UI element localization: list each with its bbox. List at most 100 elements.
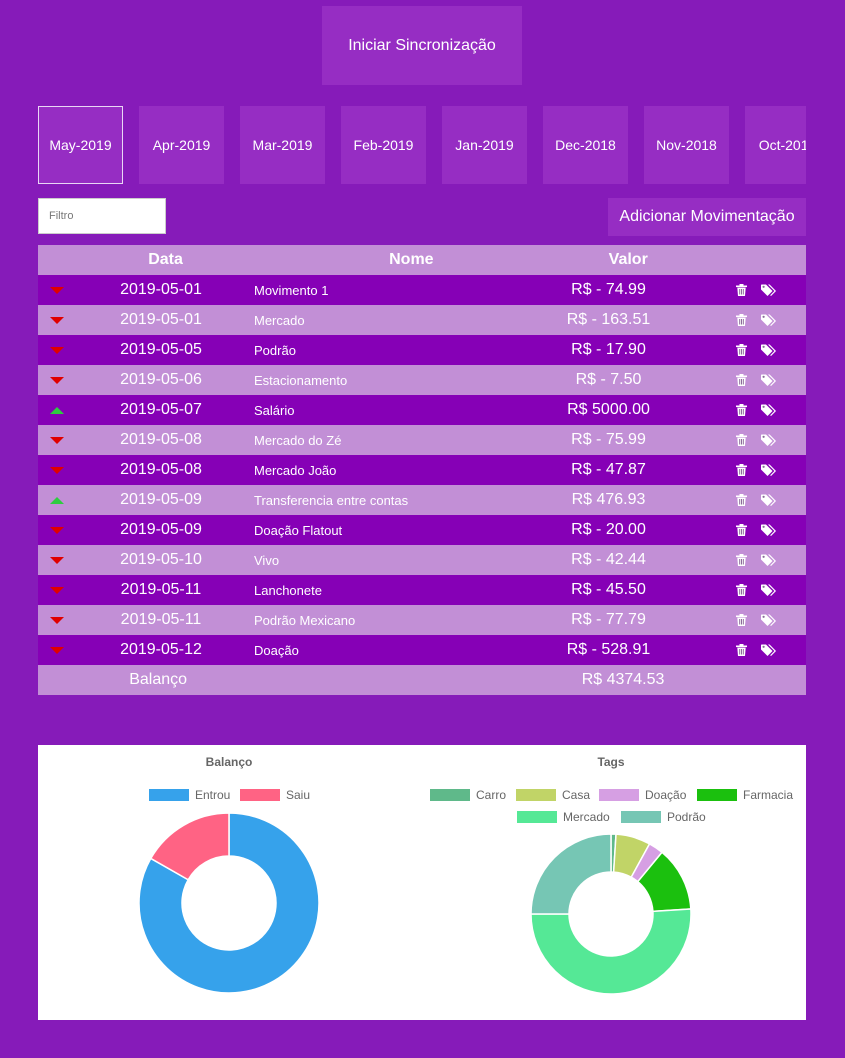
pie-slice-mercado[interactable] [530, 908, 692, 995]
table-row: 2019-05-09 Transferencia entre contas R$ 4… [38, 485, 806, 515]
table-row: 2019-05-12 Doação R$ - 528.91 [38, 635, 806, 665]
row-value: R$ - 75.99 [571, 431, 646, 448]
trash-icon[interactable] [736, 374, 747, 386]
trash-icon[interactable] [736, 284, 747, 296]
month-tab[interactable]: Dec-2018 [543, 106, 628, 184]
month-tabs: May-2019 Apr-2019 Mar-2019 Feb-2019 Jan-2019… [38, 106, 806, 184]
row-name: Lanchonete [254, 582, 322, 598]
row-value: R$ - 74.99 [571, 281, 646, 298]
charts-panel: Balanço Entrou Saiu Tags Carro Casa Doação Farm… [38, 745, 806, 1020]
legend-label[interactable]: Doação [645, 788, 687, 802]
arrow-down-icon [50, 436, 64, 444]
row-name: Estacionamento [254, 372, 348, 388]
tags-icon[interactable] [761, 284, 777, 296]
chart-title: Balanço [206, 755, 253, 769]
month-tab[interactable]: Nov-2018 [644, 106, 729, 184]
tags-icon[interactable] [761, 584, 777, 596]
pie-slice-entrou[interactable] [138, 812, 320, 994]
row-value: R$ - 45.50 [571, 581, 646, 598]
tags-icon[interactable] [761, 524, 777, 536]
row-date: 2019-05-12 [120, 641, 202, 658]
row-name: Mercado do Zé [254, 432, 342, 448]
row-date: 2019-05-05 [120, 341, 202, 358]
trash-icon[interactable] [736, 524, 747, 536]
trash-icon[interactable] [736, 314, 747, 326]
row-name: Vivo [254, 552, 280, 568]
table-row: 2019-05-10 Vivo R$ - 42.44 [38, 545, 806, 575]
sync-button[interactable]: Iniciar Sincronização [322, 6, 522, 85]
month-tab[interactable]: May-2019 [38, 106, 123, 184]
legend-swatch[interactable] [697, 789, 737, 801]
filter-input[interactable] [38, 198, 166, 234]
row-date: 2019-05-01 [120, 311, 202, 328]
trash-icon[interactable] [736, 644, 747, 656]
table-row: 2019-05-11 Lanchonete R$ - 45.50 [38, 575, 806, 605]
table-row: 2019-05-01 Movimento 1 R$ - 74.99 [38, 275, 806, 305]
month-tab[interactable]: Oct-2019 [745, 106, 806, 184]
legend-label[interactable]: Podrão [667, 810, 706, 824]
trash-icon[interactable] [736, 554, 747, 566]
table-row: 2019-05-05 Podrão R$ - 17.90 [38, 335, 806, 365]
legend-swatch[interactable] [240, 789, 280, 801]
trash-icon[interactable] [736, 494, 747, 506]
legend-swatch[interactable] [599, 789, 639, 801]
tags-icon[interactable] [761, 464, 777, 476]
arrow-up-icon [50, 406, 64, 414]
legend-swatch[interactable] [621, 811, 661, 823]
row-date: 2019-05-01 [120, 281, 202, 298]
add-transaction-button[interactable]: Adicionar Movimentação [608, 198, 806, 236]
tags-icon[interactable] [761, 344, 777, 356]
row-value: R$ 476.93 [571, 491, 646, 508]
row-name: Podrão [254, 342, 296, 358]
tags-icon[interactable] [761, 434, 777, 446]
row-value: R$ - 20.00 [571, 521, 646, 538]
row-value: R$ - 528.91 [566, 641, 651, 658]
table-header: Data Nome Valor [38, 245, 806, 275]
legend-label[interactable]: Saiu [286, 788, 310, 802]
tags-icon[interactable] [761, 404, 777, 416]
table-row: 2019-05-11 Podrão Mexicano R$ - 77.79 [38, 605, 806, 635]
trash-icon[interactable] [736, 464, 747, 476]
header-value: Valor [608, 251, 648, 268]
legend-swatch[interactable] [149, 789, 189, 801]
table-row: 2019-05-08 Mercado João R$ - 47.87 [38, 455, 806, 485]
row-date: 2019-05-06 [120, 371, 202, 388]
arrow-down-icon [50, 586, 64, 594]
legend-label[interactable]: Casa [562, 788, 590, 802]
trash-icon[interactable] [736, 404, 747, 416]
tags-icon[interactable] [761, 314, 777, 326]
pie-slice-saiu[interactable] [149, 812, 230, 881]
balance-value: R$ 4374.53 [581, 671, 665, 688]
legend-label[interactable]: Mercado [563, 810, 610, 824]
trash-icon[interactable] [736, 584, 747, 596]
tags-icon[interactable] [761, 614, 777, 626]
month-tab[interactable]: Mar-2019 [240, 106, 325, 184]
tags-icon[interactable] [761, 494, 777, 506]
trash-icon[interactable] [736, 344, 747, 356]
row-value: R$ - 163.51 [566, 311, 651, 328]
legend-label[interactable]: Carro [476, 788, 506, 802]
table-row: 2019-05-01 Mercado R$ - 163.51 [38, 305, 806, 335]
trash-icon[interactable] [736, 434, 747, 446]
arrow-down-icon [50, 286, 64, 294]
row-date: 2019-05-08 [120, 431, 202, 448]
pie-slice-podrão[interactable] [530, 833, 612, 915]
legend-swatch[interactable] [517, 811, 557, 823]
row-name: Mercado [254, 312, 305, 328]
tags-icon[interactable] [761, 644, 777, 656]
month-tab[interactable]: Apr-2019 [139, 106, 224, 184]
arrow-down-icon [50, 376, 64, 384]
tags-icon[interactable] [761, 374, 777, 386]
table-row: 2019-05-08 Mercado do Zé R$ - 75.99 [38, 425, 806, 455]
month-tab[interactable]: Jan-2019 [442, 106, 527, 184]
legend-label[interactable]: Farmacia [743, 788, 793, 802]
trash-icon[interactable] [736, 614, 747, 626]
row-value: R$ 5000.00 [567, 401, 650, 418]
legend-swatch[interactable] [430, 789, 470, 801]
legend-swatch[interactable] [516, 789, 556, 801]
legend-label[interactable]: Entrou [195, 788, 230, 802]
balance-label: Balanço [129, 671, 188, 688]
row-date: 2019-05-09 [120, 521, 202, 538]
tags-icon[interactable] [761, 554, 777, 566]
month-tab[interactable]: Feb-2019 [341, 106, 426, 184]
